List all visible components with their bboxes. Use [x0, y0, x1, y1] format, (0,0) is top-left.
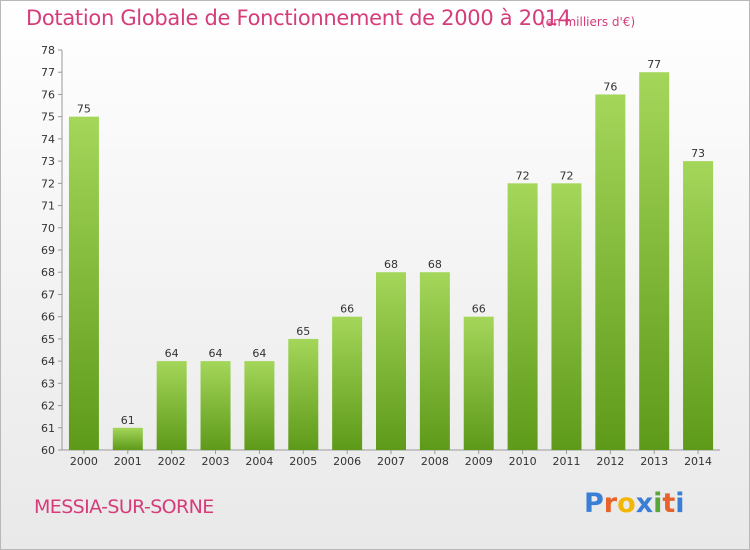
x-tick-label: 2006 [333, 455, 361, 468]
bar-value-label: 68 [428, 258, 442, 271]
y-tick-label: 70 [41, 222, 55, 235]
bar [68, 116, 99, 451]
y-tick-label: 68 [41, 266, 55, 279]
bar [507, 183, 538, 451]
y-tick-label: 72 [41, 177, 55, 190]
bar [595, 94, 626, 450]
y-tick-label: 61 [41, 422, 55, 435]
bar-value-label: 73 [691, 147, 705, 160]
x-tick-label: 2008 [421, 455, 449, 468]
y-tick-label: 78 [41, 44, 55, 57]
y-tick-label: 62 [41, 400, 55, 413]
bar [551, 183, 582, 451]
logo-letter: i [653, 488, 663, 519]
bar-value-label: 75 [77, 103, 91, 116]
x-tick-label: 2002 [158, 455, 186, 468]
bar [419, 272, 450, 450]
x-tick-label: 2014 [684, 455, 712, 468]
chart-title: Dotation Globale de Fonctionnement de 20… [26, 6, 571, 30]
x-tick-label: 2004 [245, 455, 273, 468]
x-tick-label: 2013 [640, 455, 668, 468]
bar-value-label: 64 [209, 347, 223, 360]
logo-letter: x [635, 488, 654, 519]
x-tick-label: 2005 [289, 455, 317, 468]
bar-value-label: 66 [340, 303, 354, 316]
logo-letter: r [603, 488, 618, 519]
y-tick-label: 67 [41, 288, 55, 301]
bar-value-label: 76 [603, 80, 617, 93]
y-tick-label: 65 [41, 333, 55, 346]
bar [200, 361, 231, 450]
x-tick-label: 2007 [377, 455, 405, 468]
bar-value-label: 72 [516, 169, 530, 182]
x-tick-label: 2000 [70, 455, 98, 468]
x-tick-label: 2001 [114, 455, 142, 468]
y-tick-label: 66 [41, 311, 55, 324]
bar-value-label: 65 [296, 325, 310, 338]
bar [156, 361, 187, 450]
y-tick-label: 60 [41, 444, 55, 457]
bar [683, 161, 714, 450]
bar-value-label: 64 [165, 347, 179, 360]
x-tick-label: 2012 [596, 455, 624, 468]
y-tick-label: 76 [41, 88, 55, 101]
x-tick-label: 2009 [465, 455, 493, 468]
y-tick-label: 75 [41, 111, 55, 124]
commune-name: MESSIA-SUR-SORNE [34, 496, 214, 518]
bar [112, 427, 143, 450]
bar-value-label: 77 [647, 58, 661, 71]
logo-letter: t [662, 488, 676, 519]
proxiti-logo[interactable]: Proxiti [584, 488, 685, 519]
bar [639, 72, 670, 450]
bar-value-label: 61 [121, 414, 135, 427]
x-tick-label: 2010 [509, 455, 537, 468]
logo-letter: o [617, 488, 636, 519]
y-tick-label: 64 [41, 355, 55, 368]
bar-value-label: 66 [472, 303, 486, 316]
chart-bars: 75 61 64 64 64 65 66 68 68 66 72 72 76 77 73 [68, 58, 714, 451]
y-tick-label: 73 [41, 155, 55, 168]
bar [376, 272, 406, 450]
y-tick-label: 74 [41, 133, 55, 146]
bar [288, 338, 319, 450]
logo-letter: i [675, 488, 685, 519]
x-tick-label: 2003 [202, 455, 230, 468]
bar [244, 361, 275, 450]
bar-value-label: 64 [252, 347, 266, 360]
bar [332, 316, 363, 450]
x-tick-label: 2011 [552, 455, 580, 468]
bar [463, 316, 494, 450]
y-tick-label: 71 [41, 200, 55, 213]
y-tick-label: 77 [41, 66, 55, 79]
y-tick-label: 69 [41, 244, 55, 257]
bar-value-label: 72 [559, 169, 573, 182]
chart-unit: (en milliers d'€) [541, 15, 636, 29]
bar-value-label: 68 [384, 258, 398, 271]
y-tick-label: 63 [41, 377, 55, 390]
logo-letter: P [584, 488, 604, 519]
